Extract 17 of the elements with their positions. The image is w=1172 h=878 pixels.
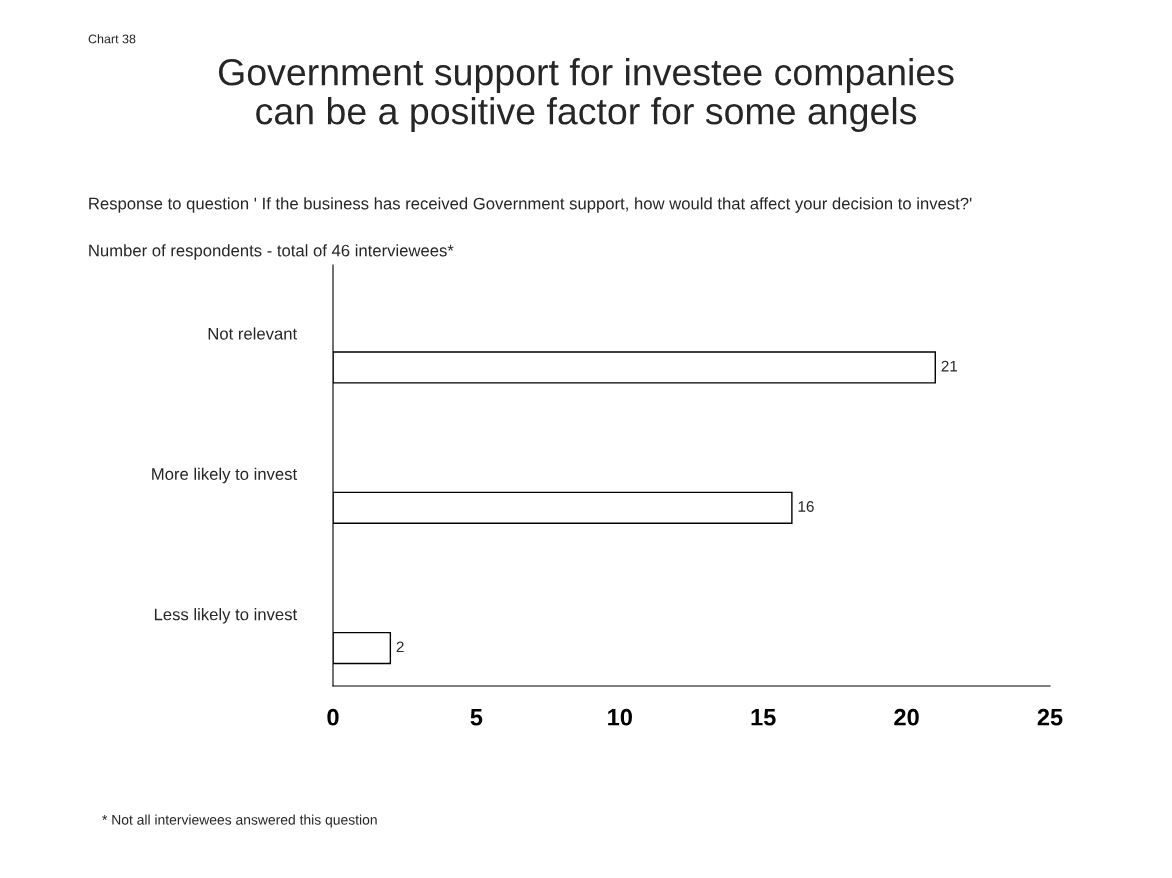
text: Number of respondents - total of 46 interviewees* <box>89 244 454 260</box>
x-tick-label: 25 <box>1037 708 1063 726</box>
chart-subtitle: Response to question ' If the business has received Government support, how would that affect your decision to invest?' <box>89 197 972 213</box>
x-tick-label: 0 <box>327 708 339 726</box>
y-tick-label: Not relevant <box>208 327 298 340</box>
y-tick-label: Less likely to invest <box>154 608 298 624</box>
x-tick-label: 10 <box>608 708 632 726</box>
data-label: 2 <box>396 641 404 653</box>
y-tick-label: More likely to invest <box>152 467 298 484</box>
data-label: 21 <box>941 360 958 372</box>
x-tick-label: 5 <box>470 709 483 726</box>
x-tick-label: 20 <box>894 708 919 726</box>
chart-title: Government support for investee companies can be a positive factor for some angels <box>218 58 954 132</box>
text: * Not all interviewees answered this question <box>102 814 377 828</box>
caption: Chart 38 <box>88 34 136 44</box>
x-tick-label: 15 <box>751 709 776 726</box>
data-label: 16 <box>798 501 814 512</box>
